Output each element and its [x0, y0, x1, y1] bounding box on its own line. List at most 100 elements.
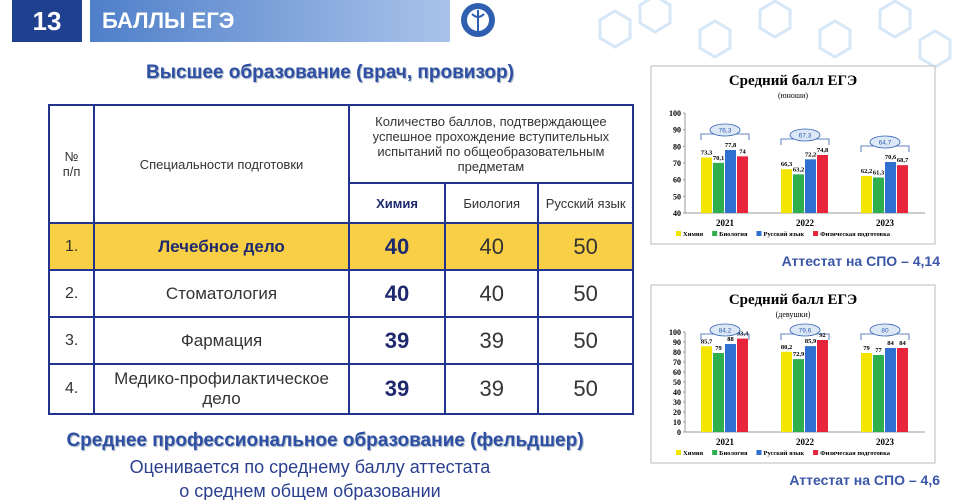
y-tick-label: 30 [673, 398, 681, 407]
bar [817, 340, 828, 432]
average-label: 79,6 [799, 328, 812, 335]
table-cell: Стоматология [93, 269, 350, 318]
y-tick-label: 20 [673, 408, 681, 417]
x-tick-label: 2021 [716, 437, 735, 447]
average-bubble [869, 323, 901, 337]
table-cell: 4. [47, 363, 96, 415]
table-cell: 39 [444, 363, 540, 415]
chart-title: Средний балл ЕГЭ [729, 73, 857, 89]
value-label: 85,7 [701, 338, 713, 345]
value-label: 70,1 [713, 155, 724, 162]
bar [793, 359, 804, 432]
bar [861, 353, 872, 432]
y-tick-label: 70 [673, 159, 681, 168]
table-row: 3. Фармация 39 39 50 [47, 316, 634, 365]
value-label: 79 [863, 345, 870, 352]
value-label: 84 [899, 340, 906, 347]
value-label: 85,9 [805, 338, 817, 345]
x-tick-label: 2022 [796, 218, 815, 228]
table-cell: 50 [537, 363, 634, 415]
table-cell: 39 [347, 363, 447, 415]
y-tick-label: 40 [673, 388, 681, 397]
value-label: 63,2 [793, 166, 804, 173]
table-cell: 50 [537, 316, 634, 365]
y-tick-label: 70 [673, 358, 681, 367]
legend-swatch [712, 231, 718, 236]
legend-label: Физическая подготовка [820, 450, 891, 457]
bar [873, 355, 884, 432]
bar [885, 348, 896, 432]
chart: Средний балл ЕГЭ (юноши) 40 50 60 70 80 90 100 20… [650, 65, 936, 245]
value-label: 61,3 [873, 170, 885, 177]
table-cell: 50 [537, 222, 634, 271]
legend-label: Русский язык [763, 450, 804, 457]
table-cell: 3. [47, 316, 96, 365]
bar [725, 344, 736, 432]
legend-label: Химия [683, 450, 704, 457]
bar [725, 150, 736, 213]
table-row: 4. Медико-профилактическое дело 39 39 50 [47, 363, 634, 415]
header-cell: Специальности подготовки [93, 104, 350, 224]
chart-subtitle: (юноши) [778, 91, 808, 100]
chart-caption: Аттестат на СПО – 4,14 [781, 253, 940, 269]
bar [805, 346, 816, 432]
table-cell: 40 [347, 222, 447, 271]
value-label: 68,7 [897, 157, 909, 164]
bar [885, 162, 896, 213]
table-row: 1. Лечебное дело 40 40 50 [47, 222, 634, 271]
bar [817, 155, 828, 213]
x-tick-label: 2023 [876, 437, 895, 447]
header-cell: Русский язык [537, 182, 634, 224]
table-cell: 40 [347, 269, 447, 318]
legend-swatch [676, 450, 681, 455]
y-tick-label: 90 [673, 126, 681, 135]
y-tick-label: 90 [673, 338, 681, 347]
x-tick-label: 2023 [876, 218, 895, 228]
legend-swatch [756, 450, 762, 455]
value-label: 74 [739, 148, 746, 155]
header-cell: Химия [347, 182, 447, 224]
header-cell: Количество баллов, подтверждающее успешн… [347, 104, 635, 184]
average-label: 64,7 [879, 140, 892, 147]
y-tick-label: 0 [677, 428, 681, 437]
section-title: Среднее профессиональное образование (фе… [66, 430, 584, 451]
y-tick-label: 80 [673, 348, 681, 357]
value-label: 73,3 [701, 150, 713, 157]
y-tick-label: 100 [669, 328, 681, 337]
value-label: 80,2 [781, 344, 792, 351]
bar [861, 176, 872, 213]
bar [781, 169, 792, 213]
legend-label: Биология [719, 450, 748, 457]
table-cell: 2. [47, 269, 96, 318]
bar [781, 351, 792, 432]
legend-label: Физическая подготовка [820, 231, 891, 238]
table-cell: 39 [444, 316, 540, 365]
chart-frame [650, 65, 936, 245]
table-cell: Медико-профилактическое дело [93, 363, 350, 415]
chart-caption: Аттестат на СПО – 4,6 [789, 472, 940, 488]
table-cell: Фармация [93, 316, 350, 365]
table-cell: 40 [444, 222, 540, 271]
average-bubble [789, 128, 821, 142]
legend-label: Химия [683, 231, 704, 238]
value-label: 72,9 [793, 351, 805, 358]
y-tick-label: 50 [673, 192, 681, 201]
bar [793, 174, 804, 213]
value-label: 66,3 [781, 161, 793, 168]
y-tick-label: 60 [673, 176, 681, 185]
value-label: 70,6 [885, 154, 897, 161]
bar [897, 348, 908, 432]
x-tick-label: 2021 [716, 218, 735, 228]
legend-swatch [756, 231, 762, 236]
value-label: 74,8 [817, 147, 829, 154]
average-label: 84,2 [719, 328, 732, 335]
value-label: 77 [875, 347, 882, 354]
value-label: 62,2 [861, 168, 872, 175]
bar [805, 159, 816, 213]
text-line: о среднем общем образовании [179, 481, 441, 500]
chart-subtitle: (девушки) [776, 310, 811, 319]
table-cell: 1. [47, 222, 96, 271]
value-label: 84 [887, 340, 894, 347]
